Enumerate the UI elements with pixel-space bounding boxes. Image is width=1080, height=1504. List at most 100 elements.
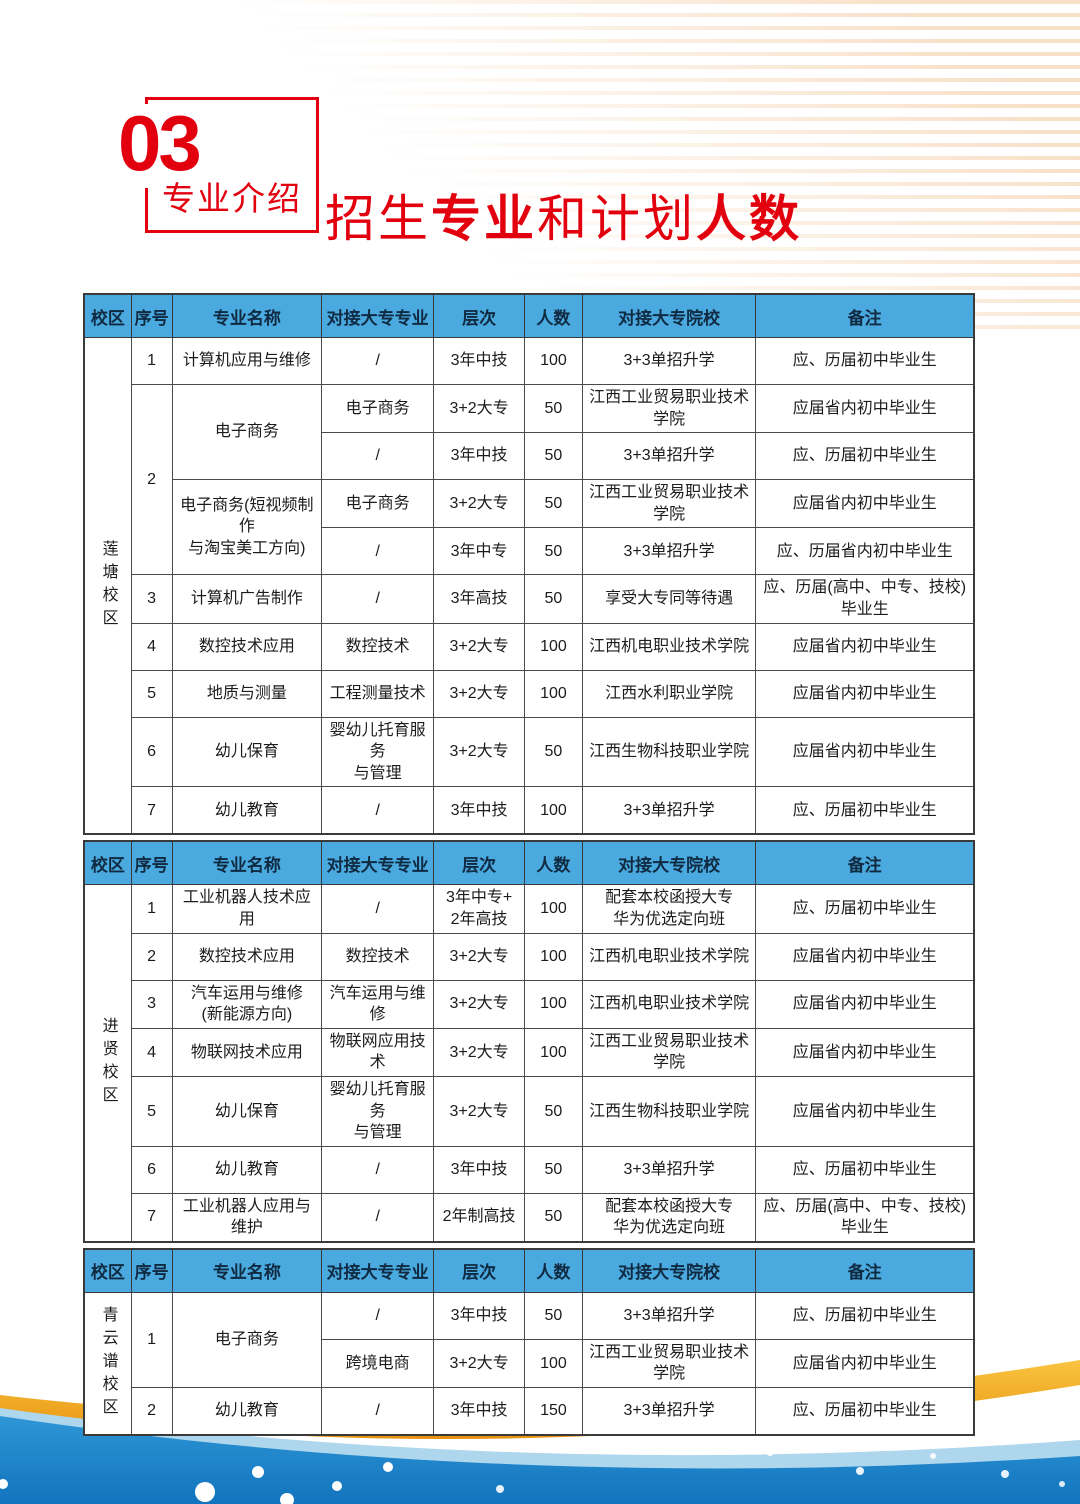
section-label: 专业介绍: [162, 180, 302, 217]
cell-college: 配套本校函授大专 华为优选定向班: [581, 1192, 757, 1243]
cell-no: 7: [130, 786, 173, 835]
cell-no: 6: [130, 716, 173, 788]
cell-no: 7: [130, 1192, 173, 1243]
campus-table: 校区 序号 专业名称 对接大专专业 层次 人数 对接大专院校 备注 青云谱校区 1 电子商务/3年中…: [83, 1247, 975, 1437]
campus-table: 校区 序号 专业名称 对接大专专业 层次 人数 对接大专院校 备注 进贤校区 1 工业机器人技术应用…: [83, 840, 975, 1243]
cell-major: 工业机器人技术应用: [171, 884, 323, 934]
table-row: 青云谱校区 1 电子商务/3年中技 50 3+3单招升学 应、历届初中毕业生: [83, 1291, 975, 1436]
cell-note: 应届省内初中毕业生: [755, 1338, 975, 1389]
cell-note: 应届省内初中毕业生: [755, 1027, 975, 1077]
cell-note: 应届省内初中毕业生: [755, 932, 975, 981]
cell-campus: 进贤校区: [83, 884, 132, 1243]
cell-cm: /: [321, 574, 435, 624]
cell-cm: /: [321, 527, 435, 576]
cell-count: 100: [524, 884, 583, 934]
table-row: 2 数控技术应用 数控技术 3+2大专 100 江西机电职业技术学院 应届省内初中毕业生: [84, 932, 975, 981]
cell-major: 汽车运用与维修 (新能源方向): [171, 979, 323, 1029]
cell-no: 6: [130, 1145, 173, 1194]
cell-note: 应、历届(高中、中专、技校)毕业生: [755, 1192, 975, 1243]
cell-level: 3+2大专: [433, 1338, 525, 1389]
column-header: 校区: [83, 840, 132, 886]
title-segment: 和计划: [537, 191, 696, 247]
enrollment-tables-region: 校区 序号 专业名称 对接大专专业 层次 人数 对接大专院校 备注 莲塘校区 1 计算机应用与维修 /…: [83, 293, 975, 1441]
cell-level: 3年中技: [433, 1387, 525, 1436]
cell-no: 1: [130, 1291, 173, 1389]
table-row: 莲塘校区 1 计算机应用与维修/3年中技 100 3+3单招升学 应、历届初中毕业生: [83, 337, 975, 835]
cell-level: 3年中技: [433, 432, 525, 481]
cell-major: 幼儿教育: [171, 1145, 323, 1194]
cell-campus: 青云谱校区: [83, 1291, 132, 1436]
cell-college: 江西工业贸易职业技术学院: [581, 383, 757, 434]
cell-college: 江西机电职业技术学院: [581, 622, 757, 671]
cell-cm: 婴幼儿托育服务 与管理: [321, 716, 435, 788]
cell-no: 4: [130, 622, 173, 671]
cell-count: 100: [524, 786, 583, 835]
column-header: 层次: [433, 1248, 525, 1293]
cell-cm: /: [321, 1145, 435, 1194]
cell-major: 物联网技术应用: [171, 1027, 323, 1077]
column-header: 人数: [524, 293, 583, 338]
cell-level: 3年中技: [433, 1291, 525, 1340]
cell-cm: /: [321, 1291, 435, 1340]
cell-level: 3年高技: [433, 574, 525, 624]
cell-count: 50: [524, 1291, 583, 1340]
cell-note: 应、历届初中毕业生: [755, 1145, 975, 1194]
cell-cm: 婴幼儿托育服务 与管理: [321, 1075, 435, 1147]
table-row: 4 物联网技术应用 物联网应用技术 3+2大专 100 江西工业贸易职业技术学院 应届省内初…: [84, 1027, 975, 1077]
cell-note: 应届省内初中毕业生: [755, 479, 975, 529]
column-header: 校区: [83, 1248, 132, 1293]
cell-cm: /: [321, 337, 435, 385]
cell-cm: 跨境电商: [321, 1338, 435, 1389]
cell-no: 2: [130, 932, 173, 981]
cell-count: 100: [524, 1027, 583, 1077]
cell-college: 3+3单招升学: [581, 1145, 757, 1194]
table-row: 3 汽车运用与维修 (新能源方向) 汽车运用与维修 3+2大专 100 江西机电职业技术学…: [84, 979, 975, 1029]
cell-major: 数控技术应用: [171, 932, 323, 981]
cell-college: 享受大专同等待遇: [581, 574, 757, 624]
cell-college: 江西工业贸易职业技术学院: [581, 479, 757, 529]
column-header: 序号: [130, 293, 173, 338]
column-header: 层次: [433, 293, 525, 338]
cell-major: 幼儿教育: [171, 1387, 323, 1436]
cell-major: 幼儿保育: [171, 716, 323, 788]
cell-level: 3+2大专: [433, 979, 525, 1029]
cell-college: 3+3单招升学: [581, 1387, 757, 1436]
cell-count: 100: [524, 622, 583, 671]
section-header: 03 专业介绍 招生专业和计划人数: [0, 0, 1080, 270]
cell-count: 50: [524, 383, 583, 434]
cell-level: 3年中技: [433, 1145, 525, 1194]
table-row: 6 幼儿教育/3年中技 50 3+3单招升学 应、历届初中毕业生: [84, 1145, 975, 1194]
column-header: 对接大专院校: [581, 293, 757, 338]
column-header: 对接大专专业: [321, 293, 435, 338]
cell-no: 4: [130, 1027, 173, 1077]
cell-college: 3+3单招升学: [581, 432, 757, 481]
column-header: 序号: [130, 1248, 173, 1293]
cell-cm: 数控技术: [321, 932, 435, 981]
cell-cm: /: [321, 884, 435, 934]
cell-major: 幼儿保育: [171, 1075, 323, 1147]
table-row: 5 地质与测量 工程测量技术 3+2大专 100 江西水利职业学院 应届省内初中毕业生: [84, 669, 975, 718]
cell-count: 50: [524, 432, 583, 481]
cell-no: 5: [130, 669, 173, 718]
column-header: 备注: [755, 840, 975, 886]
cell-level: 2年制高技: [433, 1192, 525, 1243]
column-header: 备注: [755, 293, 975, 338]
column-header: 层次: [433, 840, 525, 886]
column-header: 人数: [524, 1248, 583, 1293]
title-segment-bold: 人数: [696, 191, 802, 247]
cell-note: 应届省内初中毕业生: [755, 1075, 975, 1147]
column-header: 对接大专院校: [581, 840, 757, 886]
cell-count: 150: [524, 1387, 583, 1436]
cell-note: 应届省内初中毕业生: [755, 383, 975, 434]
cell-level: 3+2大专: [433, 479, 525, 529]
cell-level: 3+2大专: [433, 622, 525, 671]
cell-level: 3+2大专: [433, 669, 525, 718]
table-row: 跨境电商 3+2大专 100 江西工业贸易职业技术学院 应届省内初中毕业生: [84, 1338, 975, 1389]
cell-count: 50: [524, 527, 583, 576]
cell-college: 江西机电职业技术学院: [581, 932, 757, 981]
column-header: 序号: [130, 840, 173, 886]
cell-no: 3: [130, 979, 173, 1029]
cell-level: 3年中技: [433, 337, 525, 385]
cell-no: 1: [130, 337, 173, 385]
cell-major: 计算机应用与维修: [171, 337, 323, 385]
